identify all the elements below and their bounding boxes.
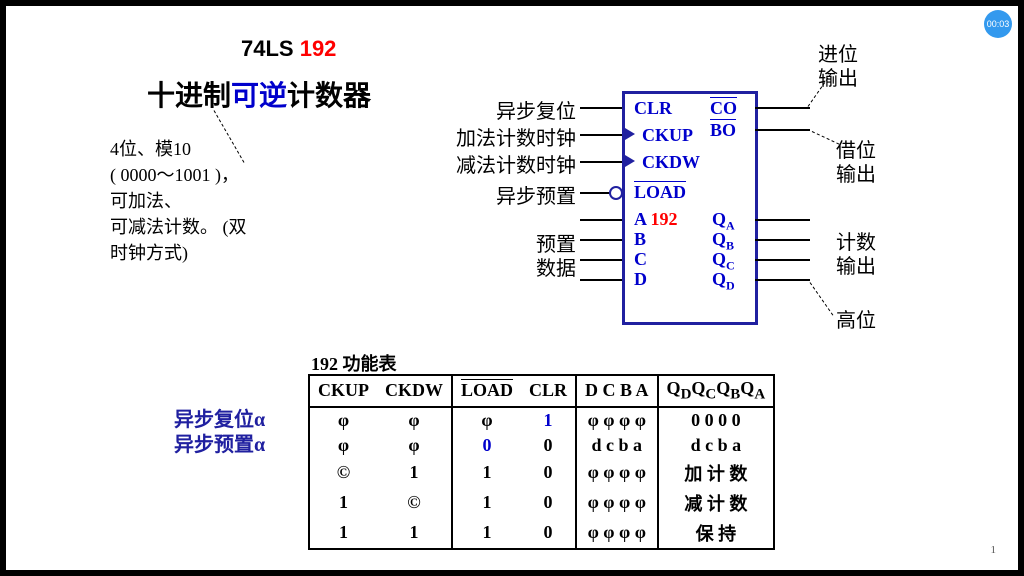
desc-l2: ( 0000～1001 )， [110,165,239,185]
label-bo2: 输出 [836,158,876,187]
th-load: LOAD [452,375,521,407]
desc-l1: 4位、模10 [110,139,191,159]
label-ckup: 加法计数时钟 [426,122,576,151]
pin-b: B [634,229,646,250]
th-q: QDQCQBQA [658,375,775,407]
title-prefix: 74LS [241,36,300,61]
label-load: 异步预置 [466,180,576,209]
description-block: 4位、模10 ( 0000～1001 )， 可加法、 可减法计数。 (双 时钟方… [110,136,330,266]
label-co2: 输出 [818,62,858,91]
wire [580,279,622,281]
title-number: 192 [300,36,337,61]
th-ckdw: CKDW [377,375,452,407]
wire [755,129,810,131]
title-chip: 74LS 192 [241,36,336,62]
wire [755,219,810,221]
function-table: CKUP CKDW LOAD CLR D C B A QDQCQBQA φφφ1… [308,374,775,550]
wire [580,219,622,221]
th-clr: CLR [521,375,576,407]
th-dcba: D C B A [576,375,658,407]
table-title: 192 功能表 [311,350,397,376]
clock-triangle [625,128,635,140]
desc-l4: 可减法计数。 (双 [110,217,247,237]
pin-ckdw: CKDW [642,152,700,173]
wire [755,259,810,261]
pin-a-row: A 192 [634,209,678,230]
pin-clr: CLR [634,98,672,119]
pin-d: D [634,269,647,290]
label-clr: 异步复位 [466,95,576,124]
inverter-bubble [609,186,623,200]
wire [755,107,810,109]
subtitle-mid: 可逆 [231,81,287,112]
pin-c: C [634,249,647,270]
wire [580,161,622,163]
label-ckdw: 减法计数时钟 [426,149,576,178]
desc-l5: 时钟方式) [110,243,188,263]
dash-line [810,282,834,315]
wire [580,107,622,109]
page-number: 1 [991,544,997,556]
wire [580,259,622,261]
title-description: 十进制可逆计数器 [147,74,371,114]
th-ckup: CKUP [309,375,377,407]
wire [755,279,810,281]
subtitle-post: 计数器 [287,81,371,112]
pin-qd: QD [712,269,735,294]
wire [580,192,610,194]
pin-ckup: CKUP [642,125,693,146]
wire [580,134,622,136]
desc-l3: 可加法、 [110,191,182,211]
label-q2: 输出 [836,250,876,279]
clock-triangle [625,155,635,167]
slide: 74LS 192 十进制可逆计数器 4位、模10 ( 0000～1001 )， … [6,6,1018,570]
subtitle-pre: 十进制 [147,81,231,112]
sidelabel-preset: 异步预置α [174,428,265,457]
wire [580,239,622,241]
label-preset2: 数据 [506,252,576,281]
pin-bo: BO [710,120,736,141]
pin-load: LOAD [634,182,686,203]
wire [755,239,810,241]
label-hi: 高位 [836,304,876,333]
timer-badge: 00:03 [984,10,1012,38]
pin-co: CO [710,98,737,119]
